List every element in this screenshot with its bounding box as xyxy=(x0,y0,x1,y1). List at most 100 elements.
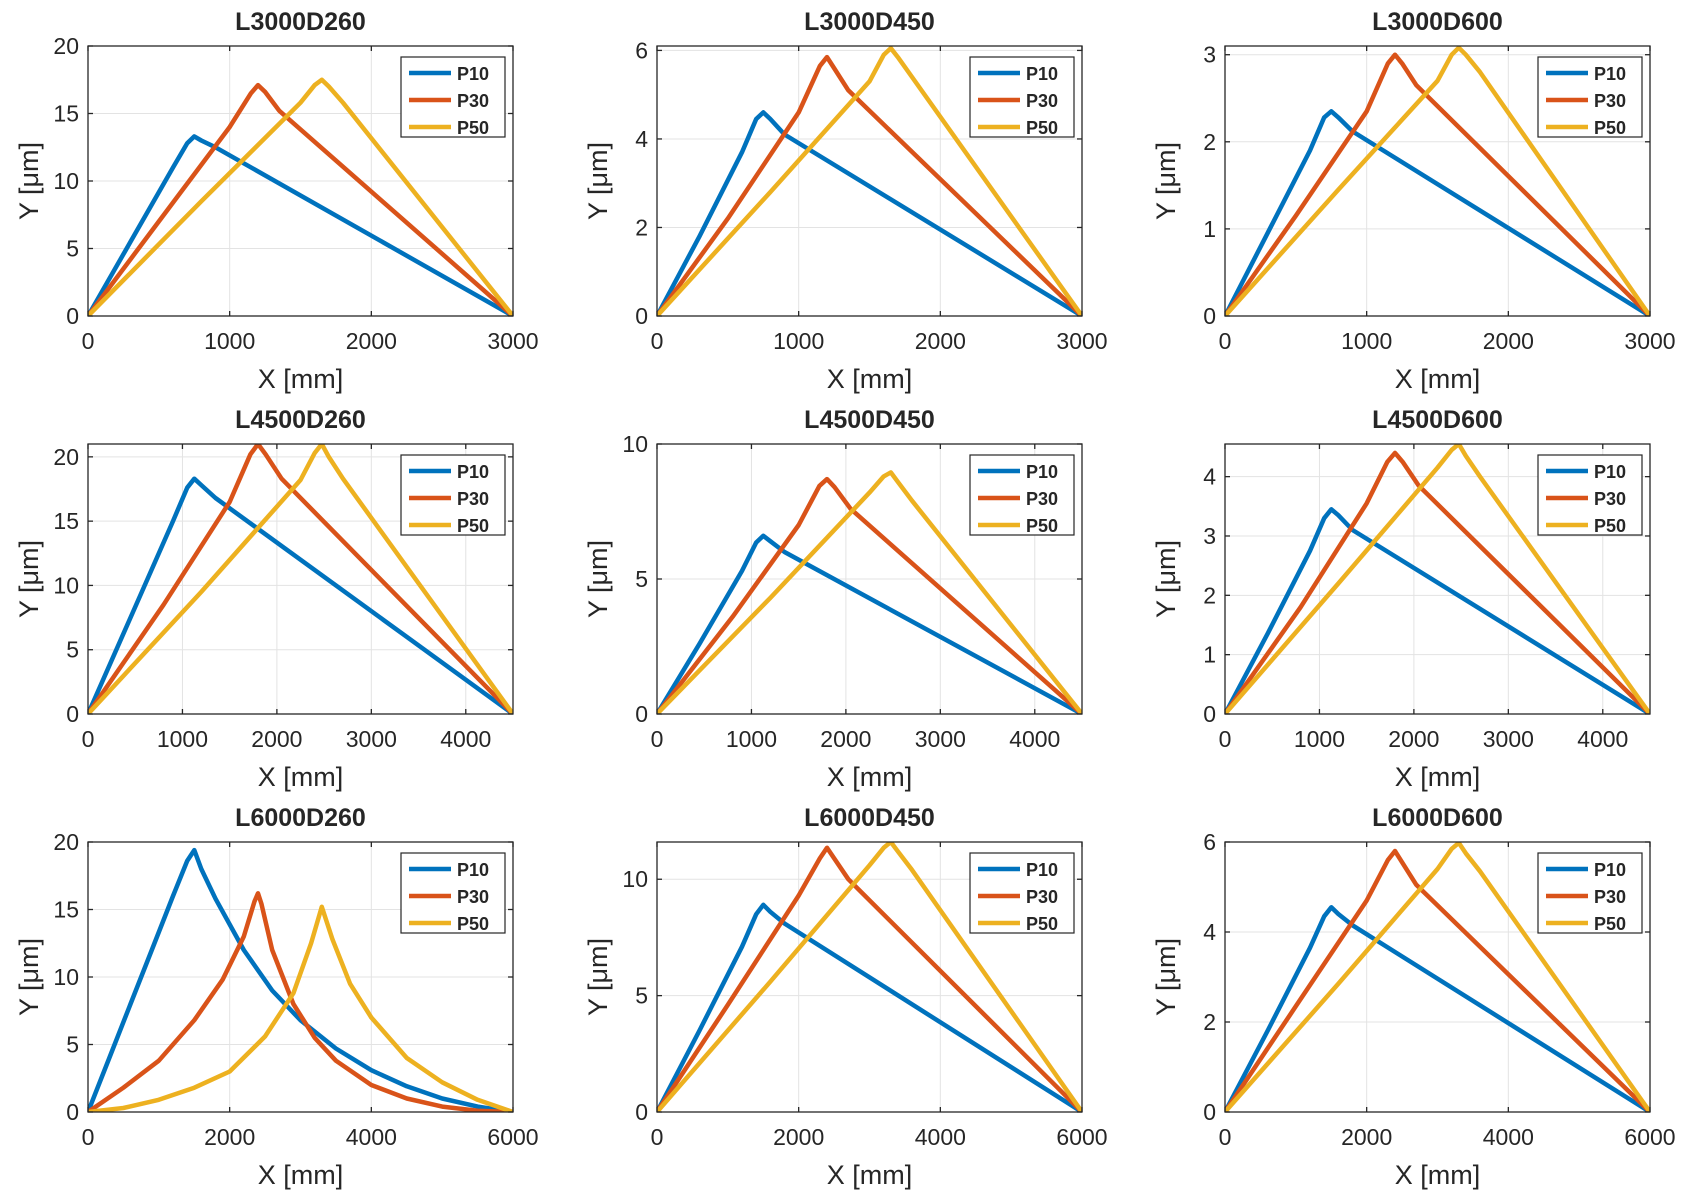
chart-title: L4500D600 xyxy=(1372,406,1503,434)
legend-label-p50: P50 xyxy=(1594,118,1626,138)
y-tick-label: 0 xyxy=(1203,303,1216,329)
y-tick-label: 5 xyxy=(66,236,79,262)
chart-title: L6000D450 xyxy=(804,804,935,832)
chart-panel-5: 0 1000 2000 3000 4000 0 5 10 L4500D450 X [mm] Y [μ… xyxy=(583,406,1083,792)
legend-label-p30: P30 xyxy=(1594,489,1626,509)
y-tick-label: 10 xyxy=(622,866,648,892)
chart-panel-7: 0 2000 4000 6000 0 5 10 15 20 L6000D260 X [mm] Y [μ… xyxy=(14,804,539,1190)
series-line-p50 xyxy=(657,470,1082,714)
chart-panel-6: 0 1000 2000 3000 4000 0 1 2 3 4 L4500D600 X [mm] Y [… xyxy=(1151,406,1651,792)
x-tick-label: 1000 xyxy=(1341,328,1392,354)
y-tick-label: 2 xyxy=(1203,129,1216,155)
y-tick-label: 4 xyxy=(635,126,648,152)
axes-frame xyxy=(656,45,1083,317)
x-tick-label: 1000 xyxy=(1294,726,1345,752)
y-tick-label: 0 xyxy=(635,1099,648,1125)
x-tick-label: 0 xyxy=(1219,328,1232,354)
legend-box xyxy=(969,56,1075,138)
x-tick-label: 0 xyxy=(1219,1124,1232,1150)
x-tick-label: 1000 xyxy=(157,726,208,752)
x-tick-label: 2000 xyxy=(204,1124,255,1150)
legend: P10 P30 P50 xyxy=(400,852,506,934)
x-tick-label: 3000 xyxy=(1624,328,1675,354)
x-tick-label: 0 xyxy=(651,1124,664,1150)
y-tick-label: 15 xyxy=(53,508,79,534)
y-tick-label: 10 xyxy=(622,431,648,457)
legend-label-p10: P10 xyxy=(1594,64,1626,84)
legend-label-p50: P50 xyxy=(457,914,489,934)
chart-panel-3: 0 1000 2000 3000 0 1 2 3 L3000D600 X [mm] Y [μm] P1… xyxy=(1151,8,1676,394)
x-tick-label: 2000 xyxy=(346,328,397,354)
x-axis-label: X [mm] xyxy=(258,762,344,792)
x-axis-label: X [mm] xyxy=(827,364,913,394)
y-axis-label: Y [μm] xyxy=(583,938,613,1016)
x-tick-label: 0 xyxy=(82,328,95,354)
x-tick-label: 4000 xyxy=(1577,726,1628,752)
y-tick-label: 4 xyxy=(1203,919,1216,945)
legend-label-p30: P30 xyxy=(457,91,489,111)
legend-label-p10: P10 xyxy=(1026,64,1058,84)
axes-frame xyxy=(1224,841,1651,1113)
y-tick-label: 0 xyxy=(1203,1099,1216,1125)
y-tick-label: 6 xyxy=(1203,829,1216,855)
series-line-p50 xyxy=(88,904,513,1112)
series-line-p50 xyxy=(657,46,1082,316)
x-tick-label: 4000 xyxy=(915,1124,966,1150)
y-axis-label: Y [μm] xyxy=(14,938,44,1016)
legend-label-p50: P50 xyxy=(457,516,489,536)
x-tick-label: 3000 xyxy=(915,726,966,752)
legend-box xyxy=(400,56,506,138)
legend-label-p10: P10 xyxy=(1026,860,1058,880)
y-tick-label: 2 xyxy=(635,214,648,240)
legend-label-p50: P50 xyxy=(457,118,489,138)
y-tick-label: 5 xyxy=(635,983,648,1009)
x-tick-label: 6000 xyxy=(487,1124,538,1150)
y-axis-label: Y [μm] xyxy=(1151,142,1181,220)
y-tick-label: 0 xyxy=(635,303,648,329)
legend-label-p10: P10 xyxy=(1594,462,1626,482)
y-tick-label: 2 xyxy=(1203,582,1216,608)
series-line-p30 xyxy=(88,891,513,1112)
series-line-p30 xyxy=(657,845,1082,1112)
y-axis-label: Y [μm] xyxy=(1151,540,1181,618)
legend-label-p50: P50 xyxy=(1026,118,1058,138)
x-tick-label: 4000 xyxy=(1009,726,1060,752)
x-tick-label: 2000 xyxy=(1388,726,1439,752)
legend-label-p30: P30 xyxy=(1594,91,1626,111)
legend: P10 P30 P50 xyxy=(1537,454,1643,536)
legend-label-p10: P10 xyxy=(457,860,489,880)
series-line-p30 xyxy=(657,476,1082,714)
x-tick-label: 2000 xyxy=(915,328,966,354)
chart-title: L4500D260 xyxy=(235,406,366,434)
y-axis-label: Y [μm] xyxy=(14,142,44,220)
x-axis-label: X [mm] xyxy=(258,1160,344,1190)
series-line-p50 xyxy=(88,444,513,714)
y-tick-label: 15 xyxy=(53,101,79,127)
y-tick-label: 10 xyxy=(53,572,79,598)
chart-panel-4: 0 1000 2000 3000 4000 0 5 10 15 20 L4500D260 X [mm]… xyxy=(14,406,514,792)
series-line-p30 xyxy=(88,444,513,714)
x-tick-label: 3000 xyxy=(346,726,397,752)
series-group xyxy=(657,46,1082,316)
x-axis-label: X [mm] xyxy=(1395,364,1481,394)
series-group xyxy=(1225,444,1650,714)
legend-box xyxy=(969,852,1075,934)
chart-title: L6000D600 xyxy=(1372,804,1503,832)
series-line-p30 xyxy=(1225,848,1650,1112)
series-line-p10 xyxy=(88,476,513,714)
x-axis-label: X [mm] xyxy=(827,762,913,792)
x-axis-label: X [mm] xyxy=(1395,762,1481,792)
x-tick-label: 6000 xyxy=(1056,1124,1107,1150)
x-axis-label: X [mm] xyxy=(1395,1160,1481,1190)
chart-title: L6000D260 xyxy=(235,804,366,832)
x-tick-label: 3000 xyxy=(1056,328,1107,354)
x-tick-label: 3000 xyxy=(487,328,538,354)
series-group xyxy=(657,842,1082,1112)
x-tick-label: 0 xyxy=(82,726,95,752)
legend-label-p50: P50 xyxy=(1594,516,1626,536)
x-tick-label: 2000 xyxy=(820,726,871,752)
x-tick-label: 4000 xyxy=(440,726,491,752)
legend-box xyxy=(1537,852,1643,934)
y-tick-label: 4 xyxy=(1203,464,1216,490)
y-tick-label: 0 xyxy=(1203,701,1216,727)
